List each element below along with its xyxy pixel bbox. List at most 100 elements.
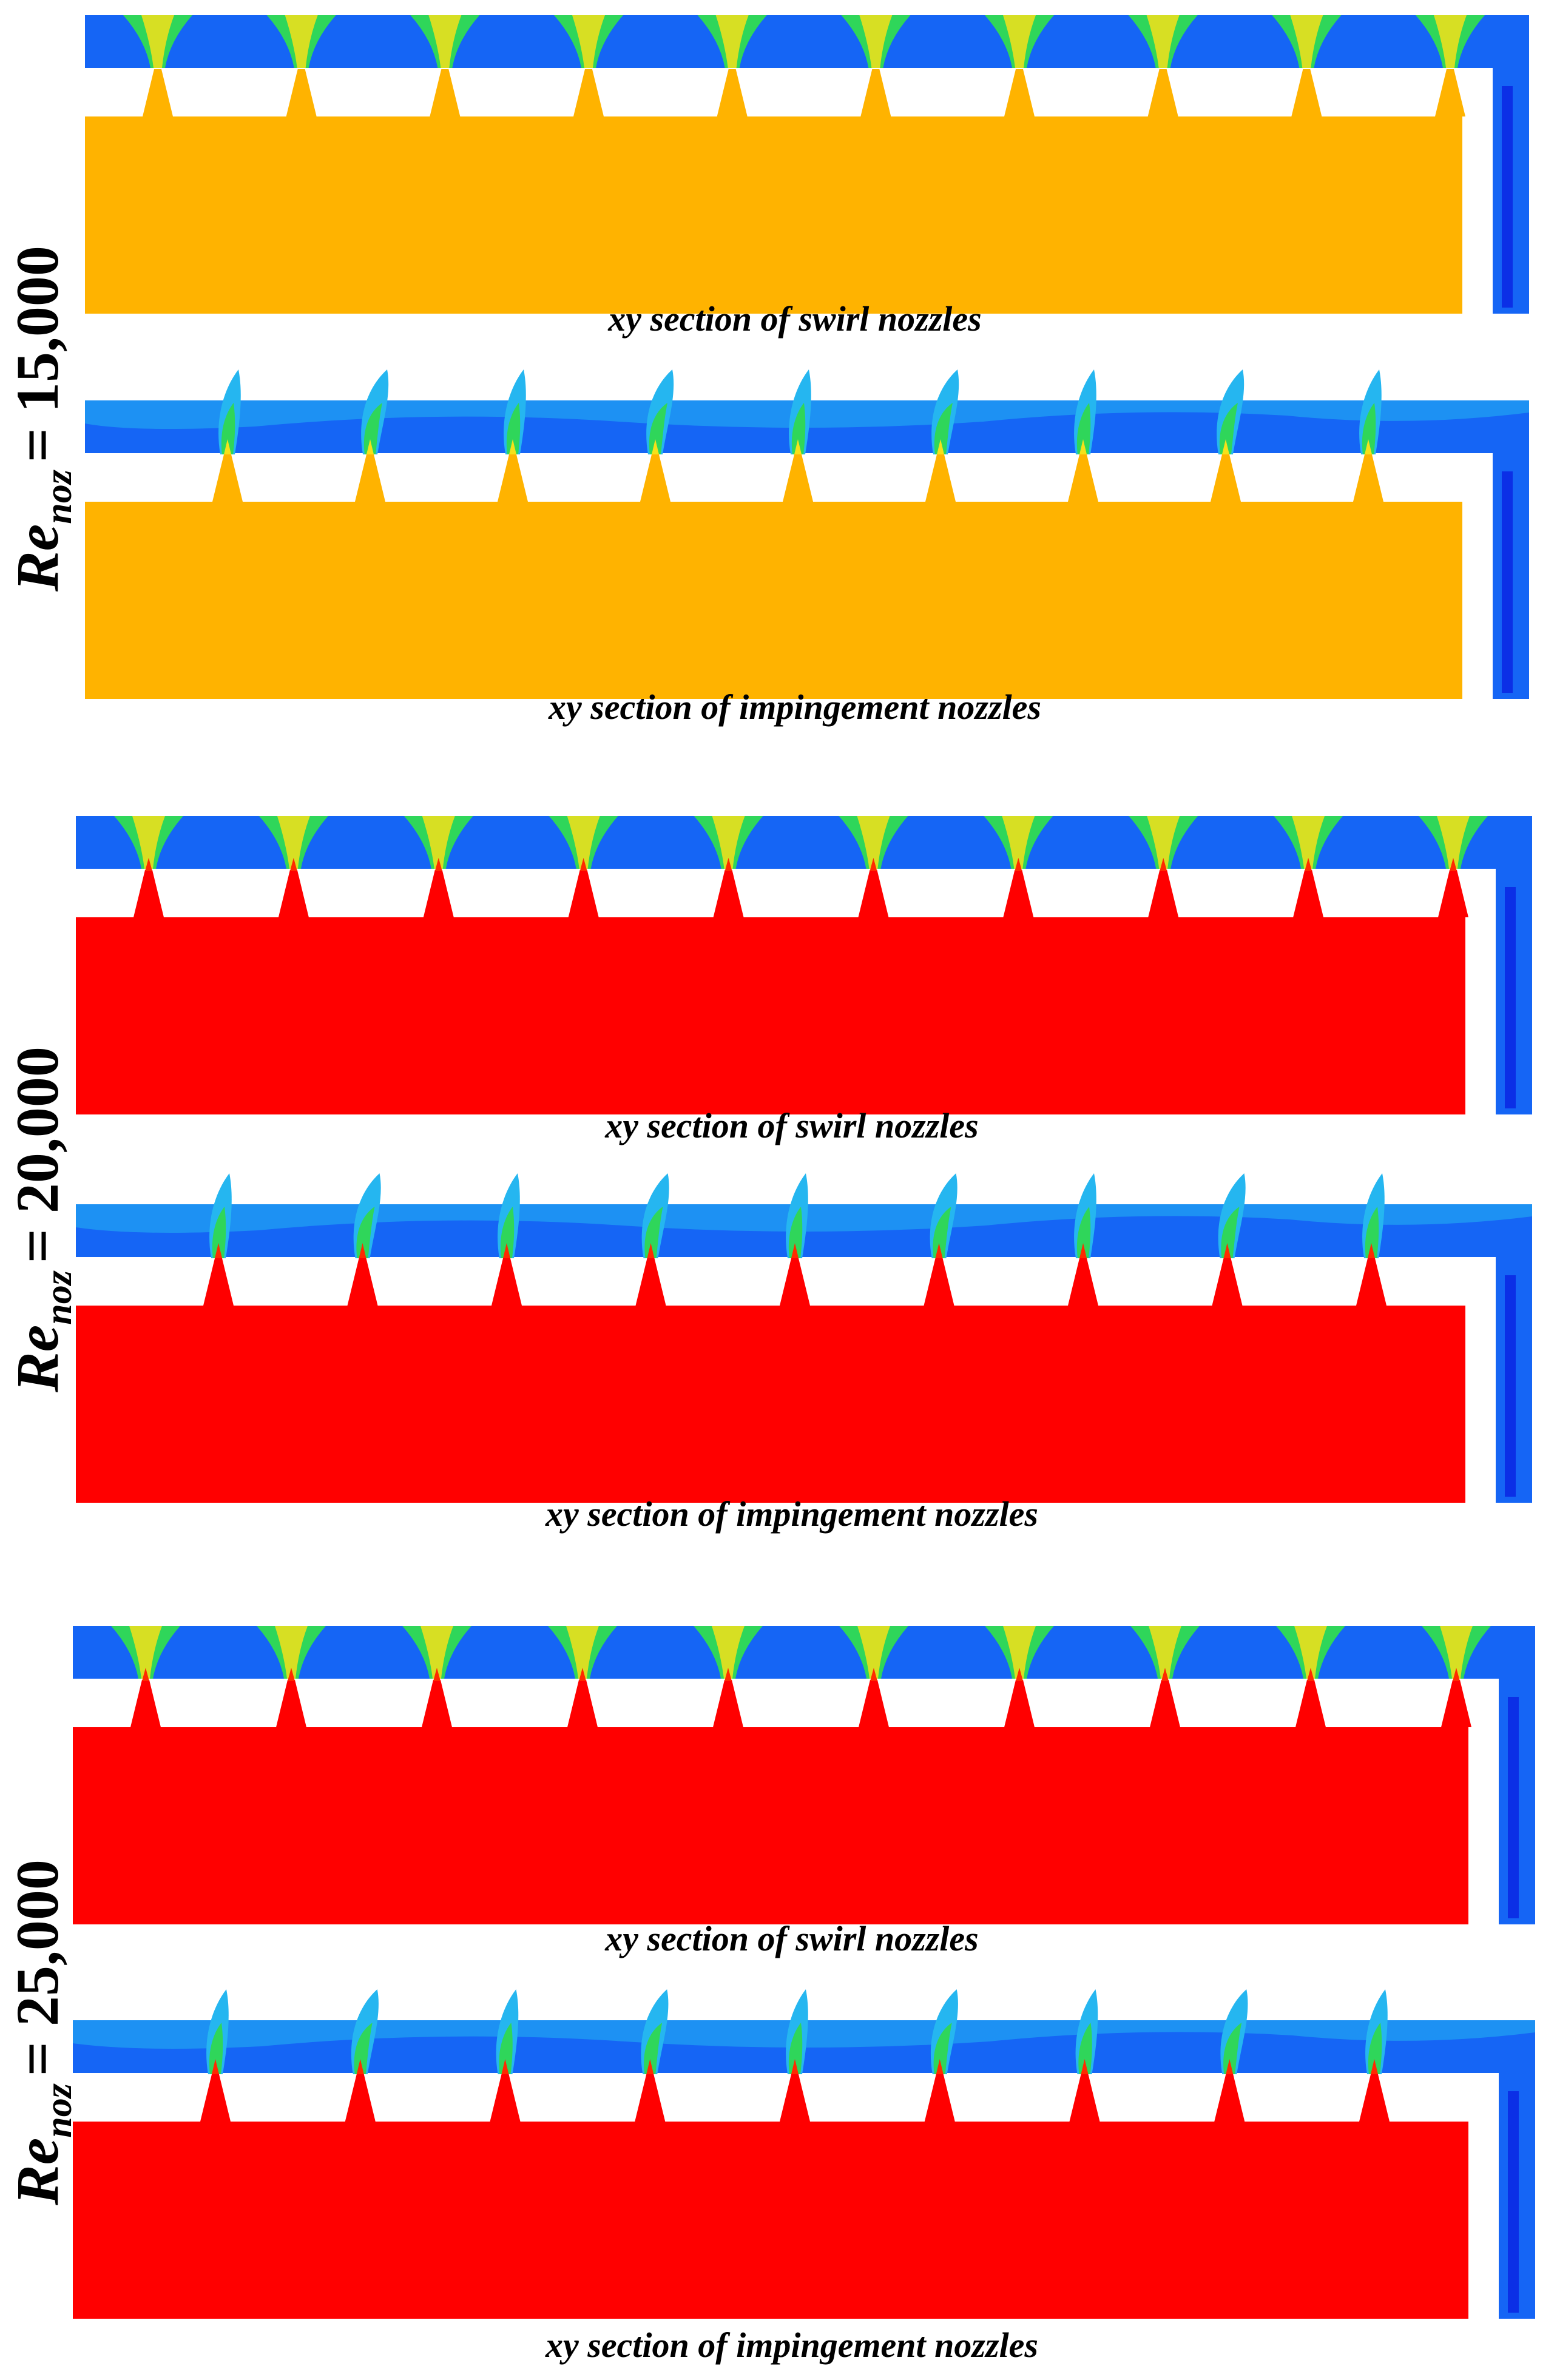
reynolds-group: xy section of swirl nozzles xy section of… — [4, 15, 1529, 727]
jet-tip — [359, 1243, 366, 1258]
nozzle-cone — [347, 1258, 378, 1306]
swirl-section-caption: xy section of swirl nozzles — [607, 299, 982, 339]
nozzle-cone — [1003, 870, 1034, 917]
reynolds-number-label: Renoz = 15,000 — [4, 246, 79, 592]
jet-core — [791, 403, 806, 454]
nozzle — [697, 15, 767, 116]
solid-body — [73, 1727, 1468, 1924]
nozzle — [347, 1173, 381, 1306]
jet-tip — [646, 2059, 654, 2074]
nozzle-cone — [783, 454, 813, 502]
nozzle-cone — [1004, 69, 1035, 116]
reynolds-group: xy section of swirl nozzles xy section of… — [4, 816, 1532, 1534]
nozzle — [1356, 1173, 1386, 1306]
jet-core — [1219, 403, 1238, 454]
jet-core — [422, 816, 455, 869]
jet-tip — [1161, 1668, 1169, 1681]
nozzle — [635, 1989, 669, 2122]
nozzle-cone — [355, 454, 385, 502]
nozzle — [694, 816, 763, 917]
jet-core — [285, 15, 318, 68]
nozzle — [1419, 816, 1488, 917]
nozzle — [839, 816, 908, 917]
jet-tip — [647, 1243, 655, 1258]
nozzle — [841, 15, 911, 116]
jet-core — [1440, 1626, 1473, 1679]
nozzle — [258, 816, 328, 917]
jet-tip — [1453, 1668, 1460, 1681]
jet-core — [712, 816, 745, 869]
solid-body — [85, 502, 1462, 699]
nozzle-cone — [1147, 69, 1178, 116]
jet-tip — [1015, 858, 1022, 871]
nozzle-cone — [859, 1680, 889, 1727]
nozzle — [498, 369, 528, 502]
nozzle-cone — [212, 454, 243, 502]
nozzle — [1276, 1626, 1345, 1727]
nozzle-cone — [1356, 1258, 1386, 1306]
jet-core — [934, 403, 953, 454]
jet-tip — [794, 439, 802, 454]
jet-tip — [1081, 2059, 1089, 2074]
impingement-nozzle-panel: xy section of impingement nozzles — [85, 369, 1529, 727]
nozzle-cone — [1353, 454, 1383, 502]
jet-tip — [579, 858, 587, 871]
jet-tip — [791, 1243, 799, 1258]
jet-core — [1076, 1207, 1091, 1258]
nozzle — [1068, 1173, 1098, 1306]
nozzle-cone — [858, 870, 889, 917]
nozzle-cone — [1150, 1680, 1180, 1727]
jet-tip — [791, 2059, 799, 2074]
jet-core — [1146, 15, 1180, 68]
nozzle-cone — [1069, 2074, 1100, 2122]
jet-core — [1434, 15, 1467, 68]
nozzle — [925, 369, 959, 502]
jet-core — [572, 15, 605, 68]
impingement-section-caption: xy section of impingement nozzles — [545, 2325, 1038, 2365]
jet-core — [715, 15, 749, 68]
jet-tip — [356, 2059, 364, 2074]
jet-tip — [503, 1243, 510, 1258]
nozzle — [1272, 15, 1342, 116]
jet-core — [1221, 1207, 1240, 1258]
nozzle-cone — [1438, 870, 1468, 917]
nozzle — [1416, 15, 1485, 116]
swirl-nozzle-panel: xy section of swirl nozzles — [85, 15, 1529, 339]
jet-core — [649, 403, 667, 454]
jet-tip — [215, 1243, 222, 1258]
jet-tip — [1016, 1668, 1023, 1681]
jet-tip — [870, 1668, 877, 1681]
jet-core — [132, 816, 165, 869]
nozzle-cone — [498, 454, 528, 502]
reynolds-number-label: Renoz = 20,000 — [4, 1047, 79, 1393]
nozzle — [839, 1626, 908, 1727]
nozzle-cone — [130, 1680, 161, 1727]
nozzle — [404, 816, 473, 917]
nozzle-cone — [200, 2074, 231, 2122]
re-symbol: Re — [4, 2138, 71, 2206]
nozzle — [1129, 816, 1198, 917]
jet-core — [1292, 816, 1325, 869]
jet-core — [1437, 816, 1470, 869]
nozzle-cone — [567, 1680, 598, 1727]
jet-tip — [1222, 439, 1229, 454]
nozzle — [1422, 1626, 1491, 1727]
jet-core — [1147, 816, 1180, 869]
nozzle — [111, 1626, 180, 1727]
nozzle-cone — [1068, 454, 1098, 502]
nozzle — [212, 369, 243, 502]
jet-tip — [1371, 2059, 1378, 2074]
nozzle — [549, 816, 618, 917]
outlet-wall-layer — [1502, 86, 1513, 308]
jet-tip — [501, 2059, 509, 2074]
jet-core — [129, 1626, 162, 1679]
jet-core — [644, 2023, 663, 2074]
nozzle-cone — [780, 1258, 810, 1306]
nozzle-cone — [1359, 2074, 1390, 2122]
jet-core — [1002, 816, 1035, 869]
jet-core — [1362, 403, 1376, 454]
re-value: = 15,000 — [4, 246, 71, 462]
impingement-section-caption: xy section of impingement nozzles — [548, 687, 1041, 727]
swirl-section-caption: xy section of swirl nozzles — [604, 1919, 979, 1958]
